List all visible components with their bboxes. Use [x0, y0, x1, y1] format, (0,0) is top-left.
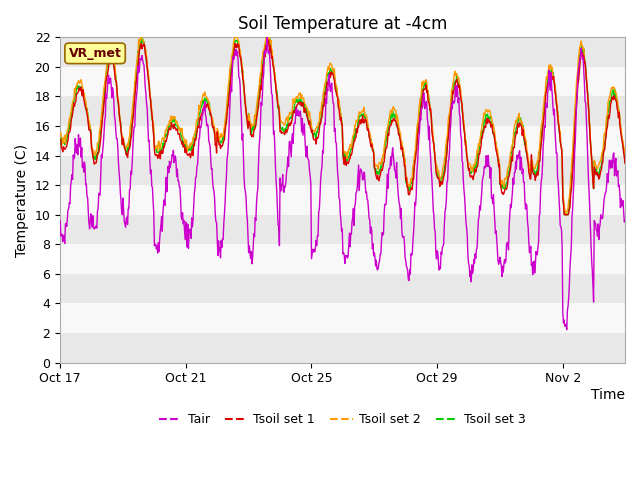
Bar	[60, 244, 625, 274]
Bar	[60, 274, 625, 303]
Bar	[60, 37, 625, 67]
Bar	[60, 126, 625, 156]
Bar	[60, 96, 625, 126]
Bar	[60, 303, 625, 333]
Title: Soil Temperature at -4cm: Soil Temperature at -4cm	[238, 15, 447, 33]
Bar	[60, 215, 625, 244]
Text: VR_met: VR_met	[68, 47, 122, 60]
X-axis label: Time: Time	[591, 388, 625, 402]
Y-axis label: Temperature (C): Temperature (C)	[15, 144, 29, 256]
Bar	[60, 67, 625, 96]
Legend: Tair, Tsoil set 1, Tsoil set 2, Tsoil set 3: Tair, Tsoil set 1, Tsoil set 2, Tsoil se…	[154, 408, 531, 431]
Bar	[60, 333, 625, 362]
Bar	[60, 185, 625, 215]
Bar	[60, 156, 625, 185]
